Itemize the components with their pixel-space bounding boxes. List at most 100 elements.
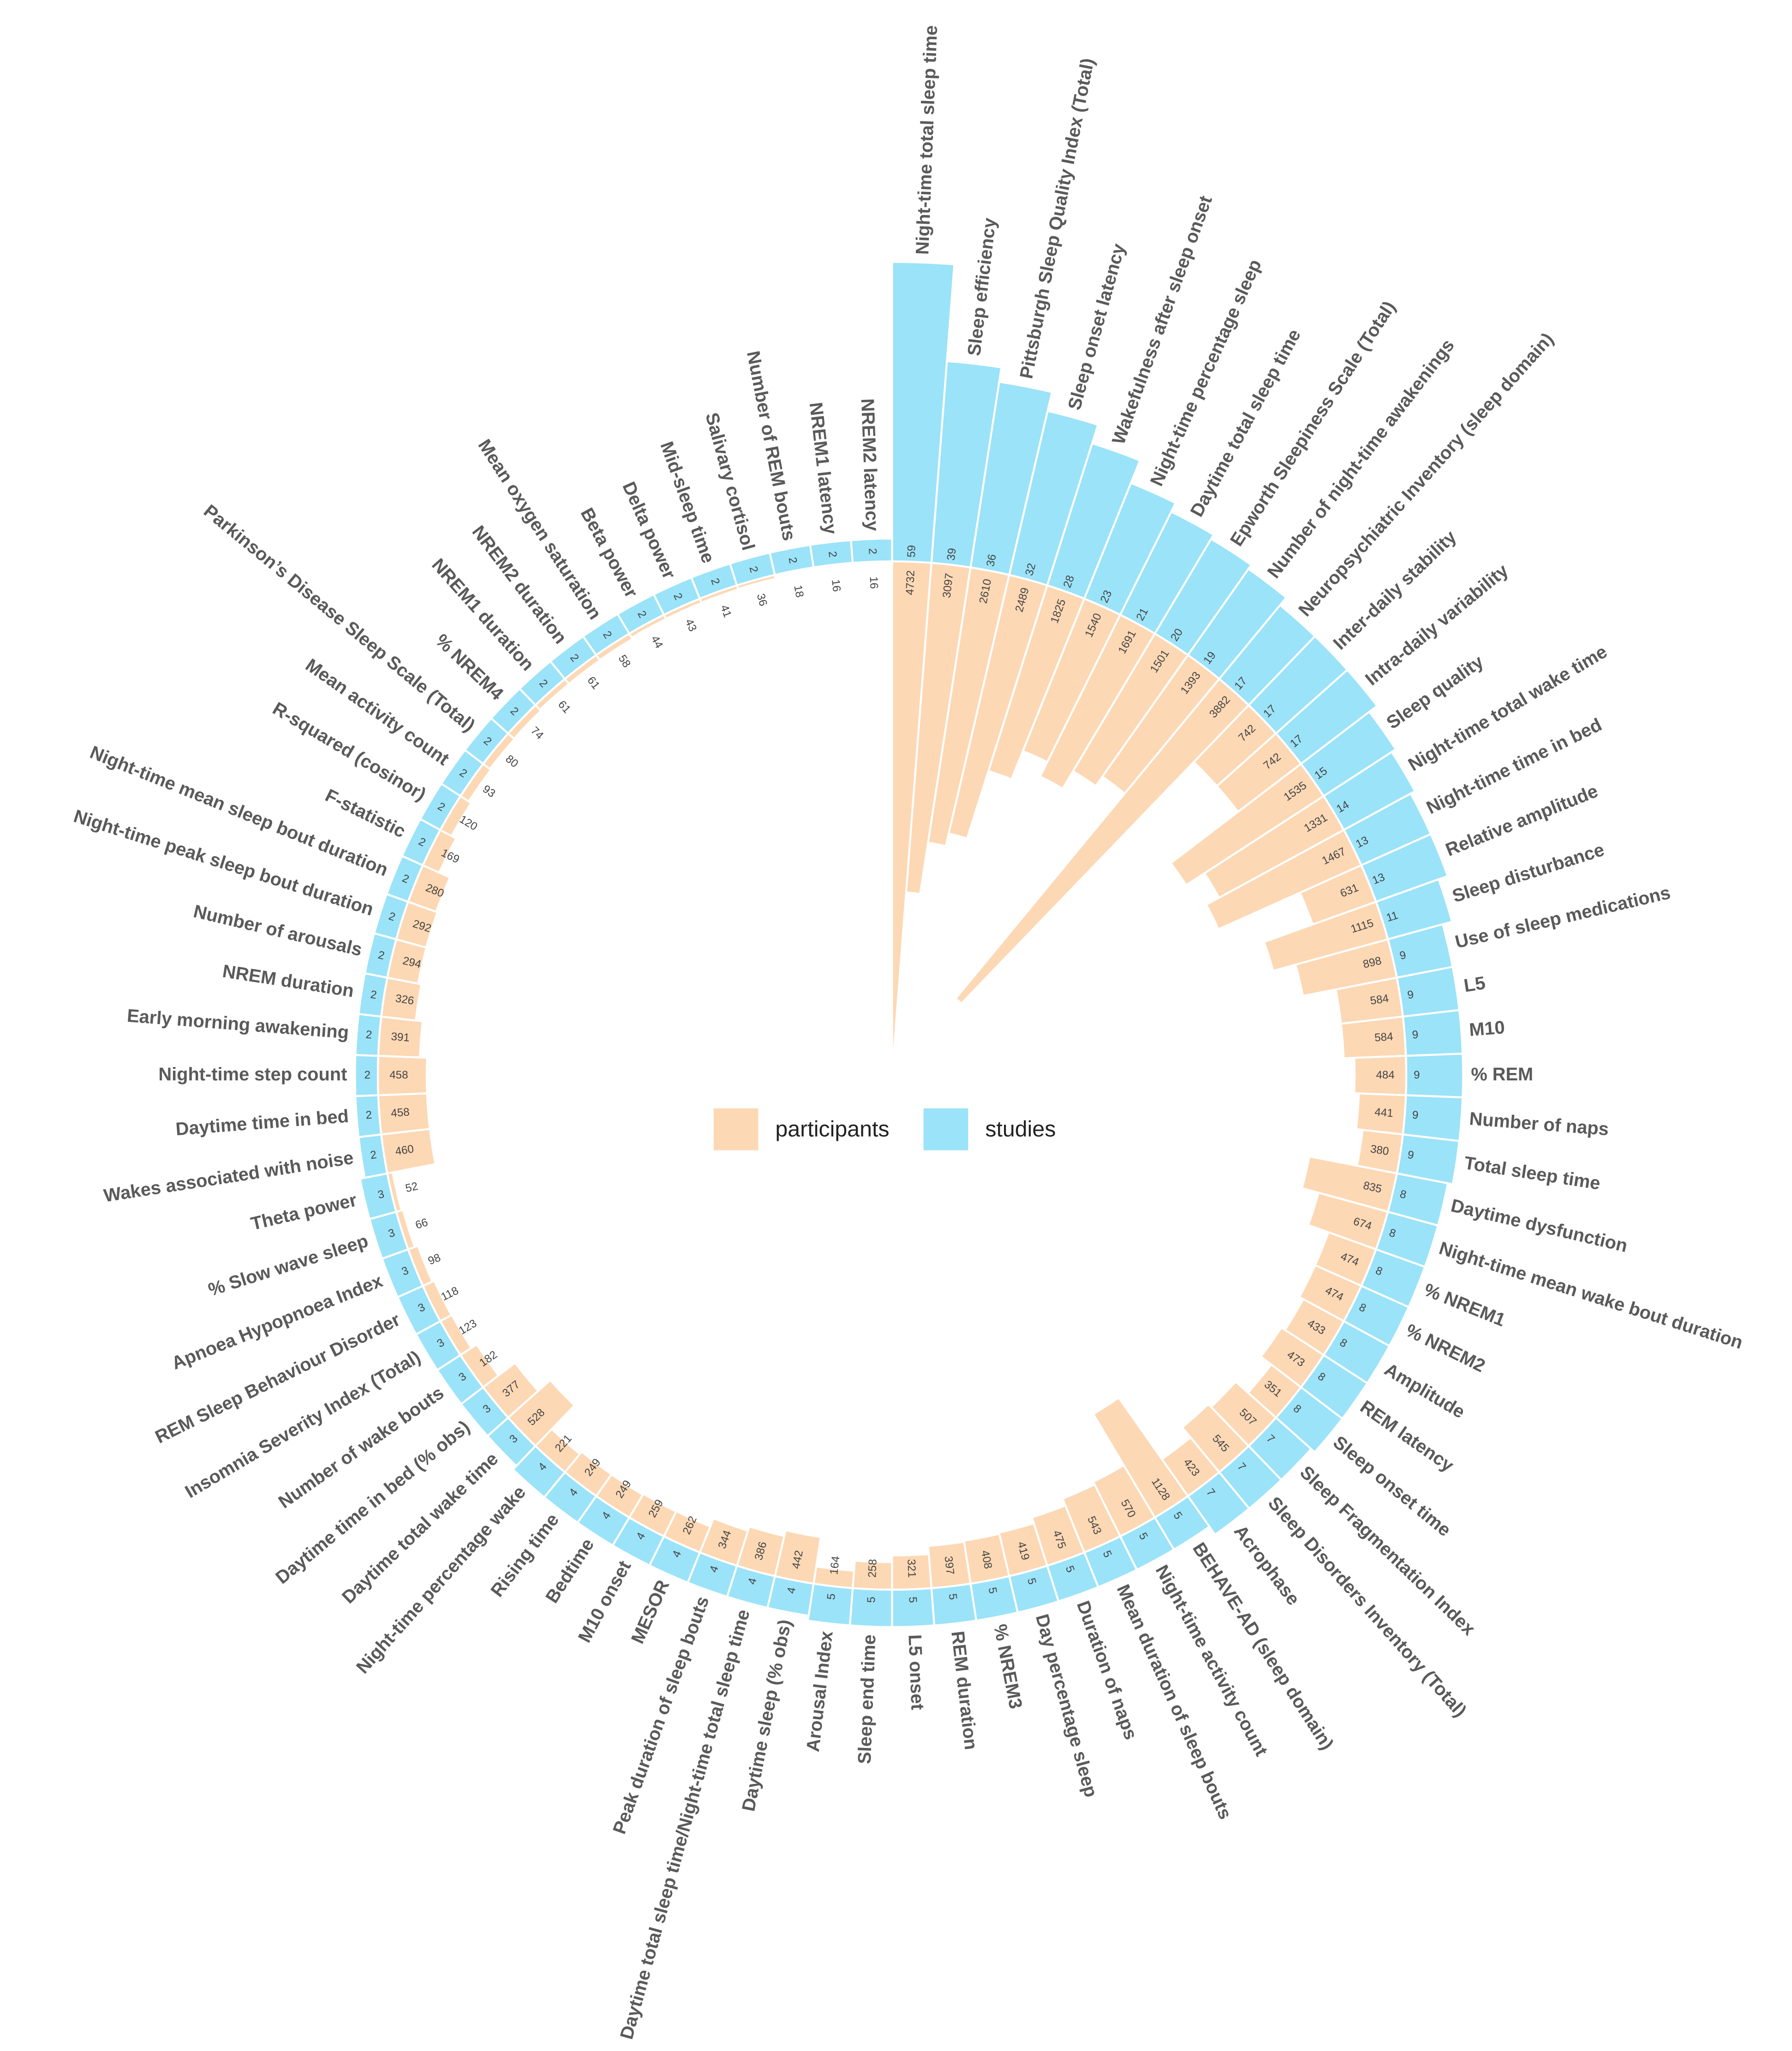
studies-value-label: 5: [865, 1597, 878, 1603]
studies-value-label: 5: [946, 1593, 959, 1600]
studies-bar: [1360, 833, 1449, 903]
participants-value-label: 61: [585, 674, 602, 692]
participants-value-label: 52: [404, 1180, 419, 1195]
category-label: Night-time activity count: [1152, 1562, 1272, 1759]
studies-value-label: 2: [365, 1109, 372, 1121]
studies-bar: [1186, 567, 1288, 680]
studies-value-label: 4: [746, 1577, 759, 1586]
legend-label: studies: [985, 1117, 1056, 1142]
category-label: R-squared (cosinor): [269, 698, 429, 805]
category-label: Number of naps: [1469, 1109, 1609, 1139]
legend-swatch: [923, 1108, 968, 1151]
category-label: Intra-daily variability: [1362, 560, 1512, 689]
category-label: Arousal Index: [803, 1630, 837, 1753]
category-label: % REM: [1471, 1064, 1533, 1085]
studies-value-label: 2: [370, 988, 377, 1002]
participants-value-label: 460: [394, 1143, 415, 1158]
category-label: MESOR: [627, 1577, 674, 1646]
studies-value-label: 9: [1412, 1109, 1419, 1121]
participants-value-label: 484: [1376, 1069, 1394, 1081]
studies-bar: [1083, 482, 1177, 616]
category-label: Daytime sleep (% obs): [738, 1618, 795, 1813]
participants-value-label: 98: [426, 1252, 442, 1268]
participants-value-label: 74: [528, 724, 546, 742]
participants-value-label: 18: [791, 584, 806, 599]
participants-value-label: 458: [389, 1069, 408, 1081]
studies-value-label: 9: [1407, 988, 1415, 1002]
category-label: Daytime dysfunction: [1449, 1195, 1630, 1256]
category-label: Night-time peak sleep bout duration: [71, 806, 376, 920]
participants-value-label: 16: [829, 578, 843, 592]
studies-value-label: 9: [1412, 1028, 1419, 1041]
participants-value-label: 258: [866, 1559, 879, 1578]
category-label: Theta power: [249, 1190, 358, 1234]
category-label: M10 onset: [574, 1557, 635, 1646]
category-label: NREM2 latency: [857, 398, 883, 531]
legend-label: participants: [775, 1117, 889, 1142]
category-label: Sleep efficiency: [964, 217, 1000, 357]
category-label: % NREM3: [990, 1622, 1026, 1711]
category-label: Apnoea Hypopnoea Index: [169, 1270, 386, 1373]
studies-bar: [1374, 878, 1453, 941]
participants-value-label: 584: [1369, 992, 1390, 1008]
participants-value-label: 61: [556, 698, 573, 716]
studies-bar: [358, 1172, 398, 1221]
participants-value-label: 380: [1369, 1143, 1390, 1158]
legend-swatch: [713, 1108, 759, 1151]
category-label: Salivary cortisol: [701, 411, 759, 553]
category-label: L5: [1463, 973, 1487, 996]
studies-bar: [1274, 1386, 1344, 1454]
category-label: NREM duration: [221, 961, 355, 1001]
studies-bar: [1153, 537, 1253, 656]
studies-value-label: 4: [785, 1586, 798, 1595]
participants-value-label: 584: [1374, 1031, 1393, 1044]
participants-value-label: 58: [616, 653, 633, 670]
category-label: Number of arousals: [191, 901, 364, 960]
category-label: Night-time total wake time: [1405, 641, 1611, 775]
category-label: Mean duration of sleep bouts: [1113, 1581, 1236, 1822]
category-label: Amplitude: [1381, 1359, 1469, 1422]
studies-bar: [930, 360, 1003, 569]
studies-bar: [891, 261, 956, 564]
participants-value-label: 441: [1374, 1106, 1393, 1120]
studies-value-label: 9: [1414, 1069, 1420, 1081]
studies-value-label: 2: [364, 1069, 370, 1081]
studies-bar: [848, 1587, 893, 1628]
participants-value-label: 164: [828, 1556, 842, 1575]
category-label: Night-time step count: [158, 1064, 347, 1085]
category-label: % NREM2: [1403, 1320, 1488, 1377]
category-label: Wakes associated with noise: [102, 1148, 355, 1206]
studies-bar: [969, 1575, 1019, 1622]
studies-bar: [969, 381, 1053, 576]
studies-bar: [891, 1587, 936, 1628]
studies-bar: [1046, 442, 1141, 600]
studies-value-label: 2: [370, 1149, 377, 1162]
category-label: Sleep onset latency: [1064, 241, 1129, 412]
category-label: Bedtime: [542, 1535, 598, 1607]
participants-value-label: 41: [718, 603, 734, 619]
participants-value-label: 93: [480, 783, 498, 800]
legend: participants studies: [713, 1108, 1056, 1151]
category-label: Number of REM bouts: [743, 349, 800, 543]
studies-bar: [806, 1582, 854, 1627]
participants-value-label: 66: [414, 1216, 430, 1232]
studies-value-label: 5: [825, 1593, 838, 1600]
studies-bar: [1119, 510, 1215, 635]
studies-bar: [1008, 410, 1099, 587]
category-label: Early morning awakening: [126, 1006, 350, 1043]
studies-value-label: 3: [376, 1188, 385, 1201]
category-label: Sleep end time: [854, 1634, 880, 1764]
studies-value-label: 8: [1398, 1188, 1407, 1201]
category-label: Total sleep time: [1463, 1153, 1602, 1194]
participants-value-label: 43: [682, 617, 699, 634]
participants-value-label: 3097: [940, 572, 956, 598]
participants-value-label: 458: [390, 1106, 410, 1120]
studies-bar: [850, 537, 893, 564]
participants-value-label: 397: [942, 1556, 956, 1575]
participants-value-label: 321: [905, 1559, 918, 1578]
participants-value-label: 80: [503, 752, 520, 770]
category-label: Mean activity count: [302, 655, 453, 769]
studies-value-label: 5: [906, 1597, 919, 1603]
